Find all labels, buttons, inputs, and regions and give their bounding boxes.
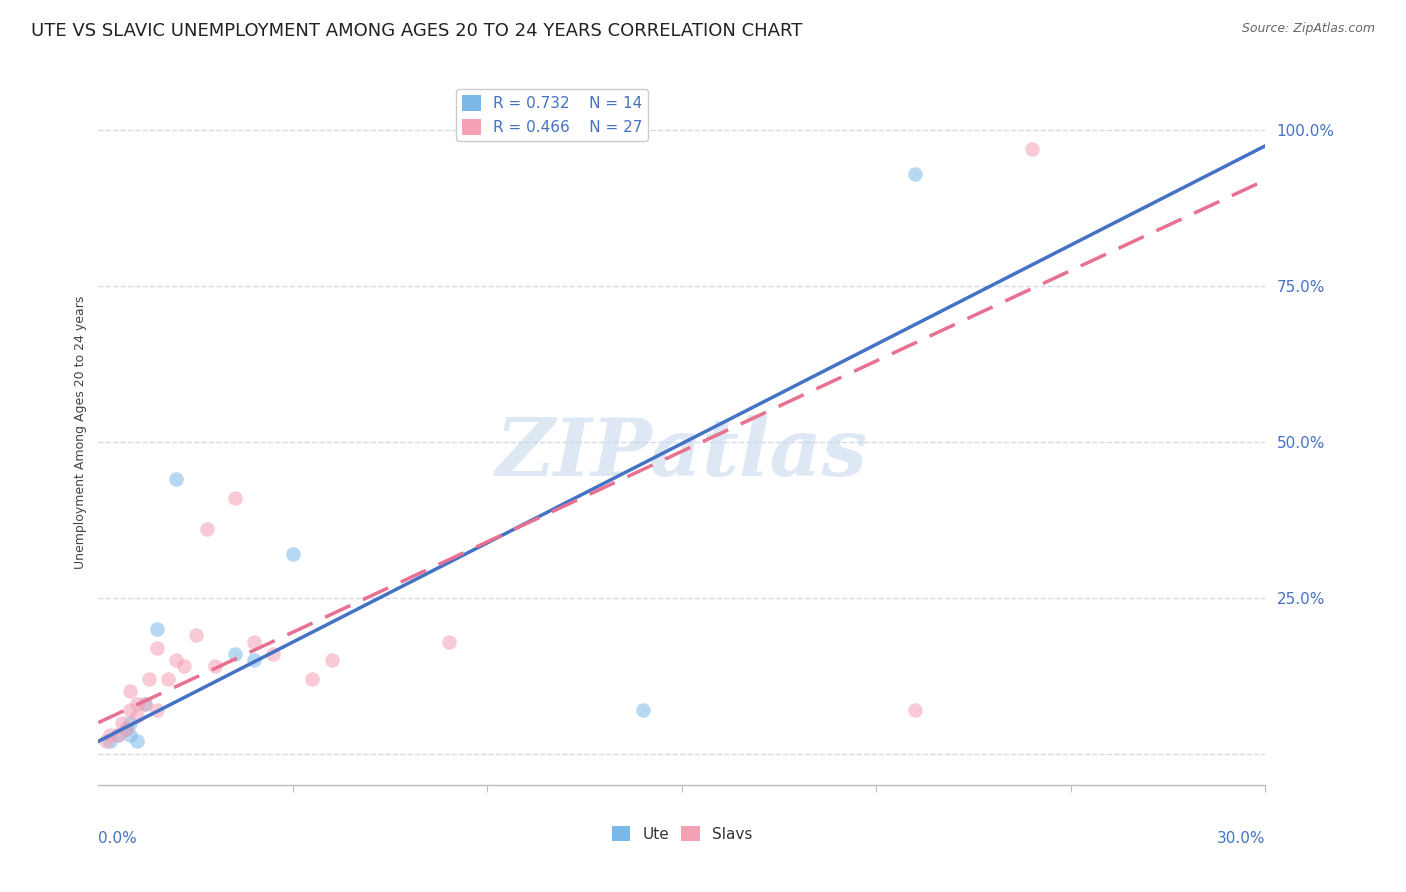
Point: [146, 703, 169, 717]
Point: [111, 715, 134, 730]
Point: [195, 522, 218, 536]
Point: [114, 722, 136, 736]
Point: [262, 647, 284, 661]
Text: Source: ZipAtlas.com: Source: ZipAtlas.com: [1241, 22, 1375, 36]
Point: [224, 491, 246, 505]
Point: [165, 653, 187, 667]
Point: [134, 697, 156, 711]
Point: [301, 672, 323, 686]
Point: [127, 709, 149, 723]
Point: [107, 728, 129, 742]
Text: UTE VS SLAVIC UNEMPLOYMENT AMONG AGES 20 TO 24 YEARS CORRELATION CHART: UTE VS SLAVIC UNEMPLOYMENT AMONG AGES 20…: [31, 22, 803, 40]
Point: [98, 734, 121, 748]
Text: 0.0%: 0.0%: [98, 831, 138, 846]
Point: [114, 722, 136, 736]
Point: [157, 672, 180, 686]
Point: [321, 653, 343, 667]
Point: [631, 703, 654, 717]
Point: [437, 634, 460, 648]
Legend: R = 0.732    N = 14, R = 0.466    N = 27: R = 0.732 N = 14, R = 0.466 N = 27: [456, 89, 648, 141]
Point: [204, 659, 226, 673]
Point: [138, 672, 160, 686]
Point: [165, 472, 187, 486]
Point: [281, 547, 304, 561]
Y-axis label: Unemployment Among Ages 20 to 24 years: Unemployment Among Ages 20 to 24 years: [75, 296, 87, 569]
Point: [904, 703, 927, 717]
Text: ZIPatlas: ZIPatlas: [496, 415, 868, 492]
Point: [243, 653, 266, 667]
Point: [134, 697, 156, 711]
Point: [118, 728, 141, 742]
Point: [118, 684, 141, 698]
Point: [904, 167, 927, 181]
Text: 30.0%: 30.0%: [1218, 831, 1265, 846]
Point: [1021, 142, 1043, 156]
Point: [118, 715, 141, 730]
Point: [127, 697, 149, 711]
Point: [173, 659, 195, 673]
Point: [127, 734, 149, 748]
Point: [96, 734, 118, 748]
Point: [146, 622, 169, 636]
Point: [224, 647, 246, 661]
Point: [243, 634, 266, 648]
Point: [184, 628, 207, 642]
Point: [98, 728, 121, 742]
Point: [146, 640, 169, 655]
Point: [118, 703, 141, 717]
Point: [107, 728, 129, 742]
